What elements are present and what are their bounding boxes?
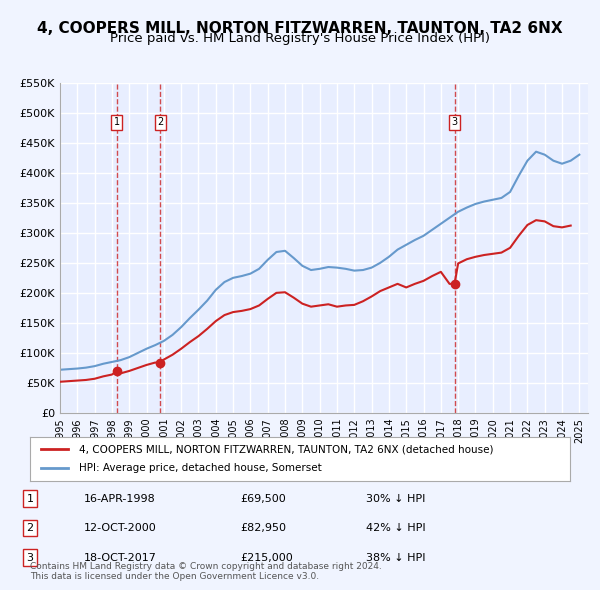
- Text: 12-OCT-2000: 12-OCT-2000: [84, 523, 157, 533]
- Text: 2: 2: [157, 117, 163, 127]
- Text: 4, COOPERS MILL, NORTON FITZWARREN, TAUNTON, TA2 6NX (detached house): 4, COOPERS MILL, NORTON FITZWARREN, TAUN…: [79, 445, 493, 455]
- Text: 18-OCT-2017: 18-OCT-2017: [84, 553, 157, 562]
- Text: HPI: Average price, detached house, Somerset: HPI: Average price, detached house, Some…: [79, 464, 322, 473]
- Text: 38% ↓ HPI: 38% ↓ HPI: [366, 553, 425, 562]
- Text: 3: 3: [26, 553, 34, 562]
- Text: £69,500: £69,500: [240, 494, 286, 503]
- Text: £82,950: £82,950: [240, 523, 286, 533]
- Text: Contains HM Land Registry data © Crown copyright and database right 2024.
This d: Contains HM Land Registry data © Crown c…: [30, 562, 382, 581]
- Text: 30% ↓ HPI: 30% ↓ HPI: [366, 494, 425, 503]
- Text: 3: 3: [451, 117, 458, 127]
- Text: Price paid vs. HM Land Registry's House Price Index (HPI): Price paid vs. HM Land Registry's House …: [110, 32, 490, 45]
- Text: 16-APR-1998: 16-APR-1998: [84, 494, 156, 503]
- Text: 1: 1: [114, 117, 120, 127]
- Text: 4, COOPERS MILL, NORTON FITZWARREN, TAUNTON, TA2 6NX: 4, COOPERS MILL, NORTON FITZWARREN, TAUN…: [37, 21, 563, 35]
- Text: 42% ↓ HPI: 42% ↓ HPI: [366, 523, 425, 533]
- Text: 1: 1: [26, 494, 34, 503]
- Text: £215,000: £215,000: [240, 553, 293, 562]
- Text: 2: 2: [26, 523, 34, 533]
